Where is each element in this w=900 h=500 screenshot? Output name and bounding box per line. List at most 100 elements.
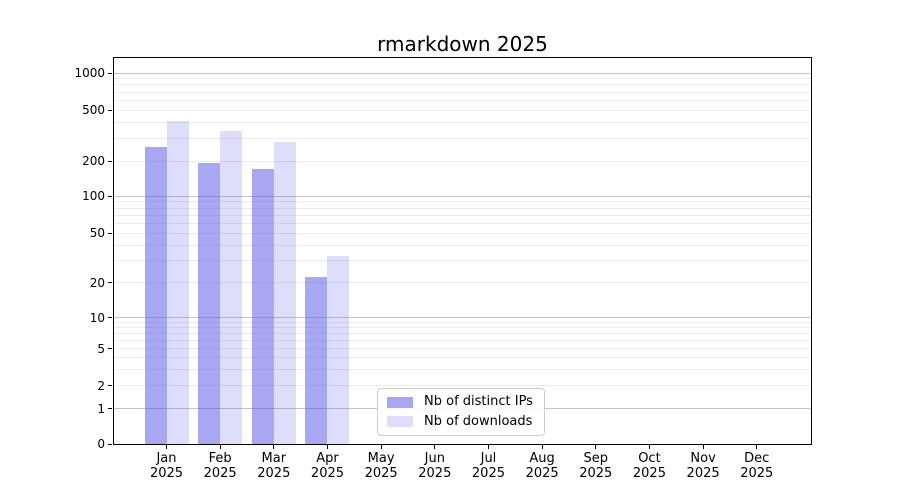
gridline-minor — [114, 232, 811, 234]
gridline-minor — [114, 99, 811, 101]
gridline-minor — [114, 348, 811, 350]
gridline-minor — [114, 122, 811, 124]
x-tick-year: 2025 — [632, 466, 666, 481]
legend-item-ips: Nb of distinct IPs — [387, 394, 535, 410]
x-tick-mark — [273, 445, 275, 449]
gridline-minor — [114, 340, 811, 342]
x-tick-mark — [541, 445, 543, 449]
x-tick-year: 2025 — [310, 466, 345, 481]
bar-jan-ips — [144, 146, 167, 444]
x-tick-year: 2025 — [149, 466, 184, 481]
gridline-minor — [114, 201, 811, 203]
x-tick-year: 2025 — [257, 466, 291, 481]
x-tick-mark — [166, 445, 167, 449]
x-tick-label-dec: Dec 2025 — [725, 451, 789, 481]
gridline-major — [114, 317, 811, 319]
y-tick-mark — [108, 317, 112, 319]
x-tick-mark — [219, 445, 221, 449]
x-tick-mark — [702, 445, 704, 449]
y-tick-mark — [108, 195, 112, 197]
y-tick-label-1000: 1000 — [74, 66, 105, 81]
bar-apr-downloads — [327, 255, 350, 444]
x-tick-year: 2025 — [525, 466, 559, 481]
y-tick-mark — [108, 72, 112, 74]
y-tick-mark — [108, 385, 112, 387]
plot-wrap: 0 1 2 5 10 20 50 100 200 500 1000 Jan 2025 Feb 2025 Ma… — [74, 57, 812, 481]
gridline-minor — [114, 214, 811, 216]
x-tick-mark — [595, 445, 597, 449]
gridline-minor — [114, 244, 811, 246]
y-tick-mark — [108, 443, 112, 445]
gridline-major — [114, 195, 811, 197]
x-tick-label-jun: Jun 2025 — [403, 451, 467, 481]
y-tick-label-1: 1 — [97, 401, 105, 416]
gridline-minor — [114, 84, 811, 86]
x-tick-year: 2025 — [203, 466, 237, 481]
x-tick-label-sep: Sep 2025 — [564, 451, 628, 481]
x-tick-year: 2025 — [418, 466, 452, 481]
x-tick-label-apr: Apr 2025 — [295, 451, 359, 481]
x-tick-mark — [487, 445, 489, 449]
gridline-minor — [114, 357, 811, 359]
x-tick-year: 2025 — [364, 466, 398, 481]
legend: Nb of distinct IPs Nb of downloads — [377, 388, 545, 436]
x-tick-mark — [434, 445, 436, 449]
gridline-minor — [114, 138, 811, 140]
y-tick-label-100: 100 — [82, 189, 105, 204]
gridline-minor — [114, 160, 811, 162]
gridline-minor — [114, 109, 811, 111]
bar-layer — [114, 58, 811, 444]
x-axis-ticks: Jan 2025 Feb 2025 Mar 2025 Apr 2025 May 2025 Jun 20… — [113, 57, 812, 481]
gridline-minor — [114, 78, 811, 80]
y-tick-label-5: 5 — [97, 341, 105, 356]
legend-label-downloads: Nb of downloads — [424, 413, 533, 429]
y-tick-mark — [108, 232, 112, 234]
bar-feb-ips — [198, 163, 221, 444]
gridline-minor — [114, 282, 811, 284]
x-tick-label-nov: Nov 2025 — [671, 451, 735, 481]
legend-swatch-ips — [387, 396, 413, 408]
y-tick-label-2: 2 — [97, 378, 105, 393]
x-tick-label-oct: Oct 2025 — [617, 451, 681, 481]
gridline-minor — [114, 223, 811, 225]
chart-title: rmarkdown 2025 — [377, 32, 548, 56]
bar-mar-downloads — [273, 141, 296, 444]
plot-area — [113, 57, 812, 445]
y-tick-label-0: 0 — [97, 437, 105, 451]
x-tick-label-jan: Jan 2025 — [135, 451, 199, 481]
bar-feb-downloads — [220, 130, 243, 444]
y-tick-label-10: 10 — [89, 310, 105, 325]
gridline-minor — [114, 207, 811, 209]
x-tick-label-may: May 2025 — [349, 451, 413, 481]
x-tick-year: 2025 — [740, 466, 774, 481]
y-tick-mark — [108, 408, 112, 410]
x-tick-mark — [648, 445, 650, 449]
legend-item-downloads: Nb of downloads — [387, 414, 535, 430]
x-tick-year: 2025 — [579, 466, 613, 481]
y-tick-label-20: 20 — [89, 275, 105, 290]
x-tick-mark — [326, 445, 328, 449]
x-tick-label-feb: Feb 2025 — [188, 451, 252, 481]
gridline-minor — [114, 333, 811, 335]
y-tick-mark — [108, 109, 112, 111]
x-tick-label-mar: Mar 2025 — [242, 451, 306, 481]
y-tick-mark — [108, 160, 112, 162]
gridline-minor — [114, 91, 811, 93]
x-tick-label-jul: Jul 2025 — [456, 451, 520, 481]
y-tick-label-200: 200 — [82, 154, 105, 169]
gridline-minor — [114, 327, 811, 329]
gridline-minor — [114, 385, 811, 387]
gridline-major — [114, 72, 811, 74]
gridline-minor — [114, 368, 811, 370]
x-tick-year: 2025 — [471, 466, 505, 481]
x-tick-mark — [756, 445, 758, 449]
y-tick-mark — [108, 348, 112, 350]
y-tick-label-50: 50 — [89, 226, 105, 241]
legend-label-ips: Nb of distinct IPs — [424, 394, 533, 410]
y-tick-mark — [108, 282, 112, 284]
bar-apr-ips — [305, 277, 328, 444]
y-axis-ticks: 0 1 2 5 10 20 50 100 200 500 1000 — [74, 57, 812, 451]
legend-swatch-downloads — [387, 416, 413, 428]
bar-mar-ips — [251, 169, 274, 444]
